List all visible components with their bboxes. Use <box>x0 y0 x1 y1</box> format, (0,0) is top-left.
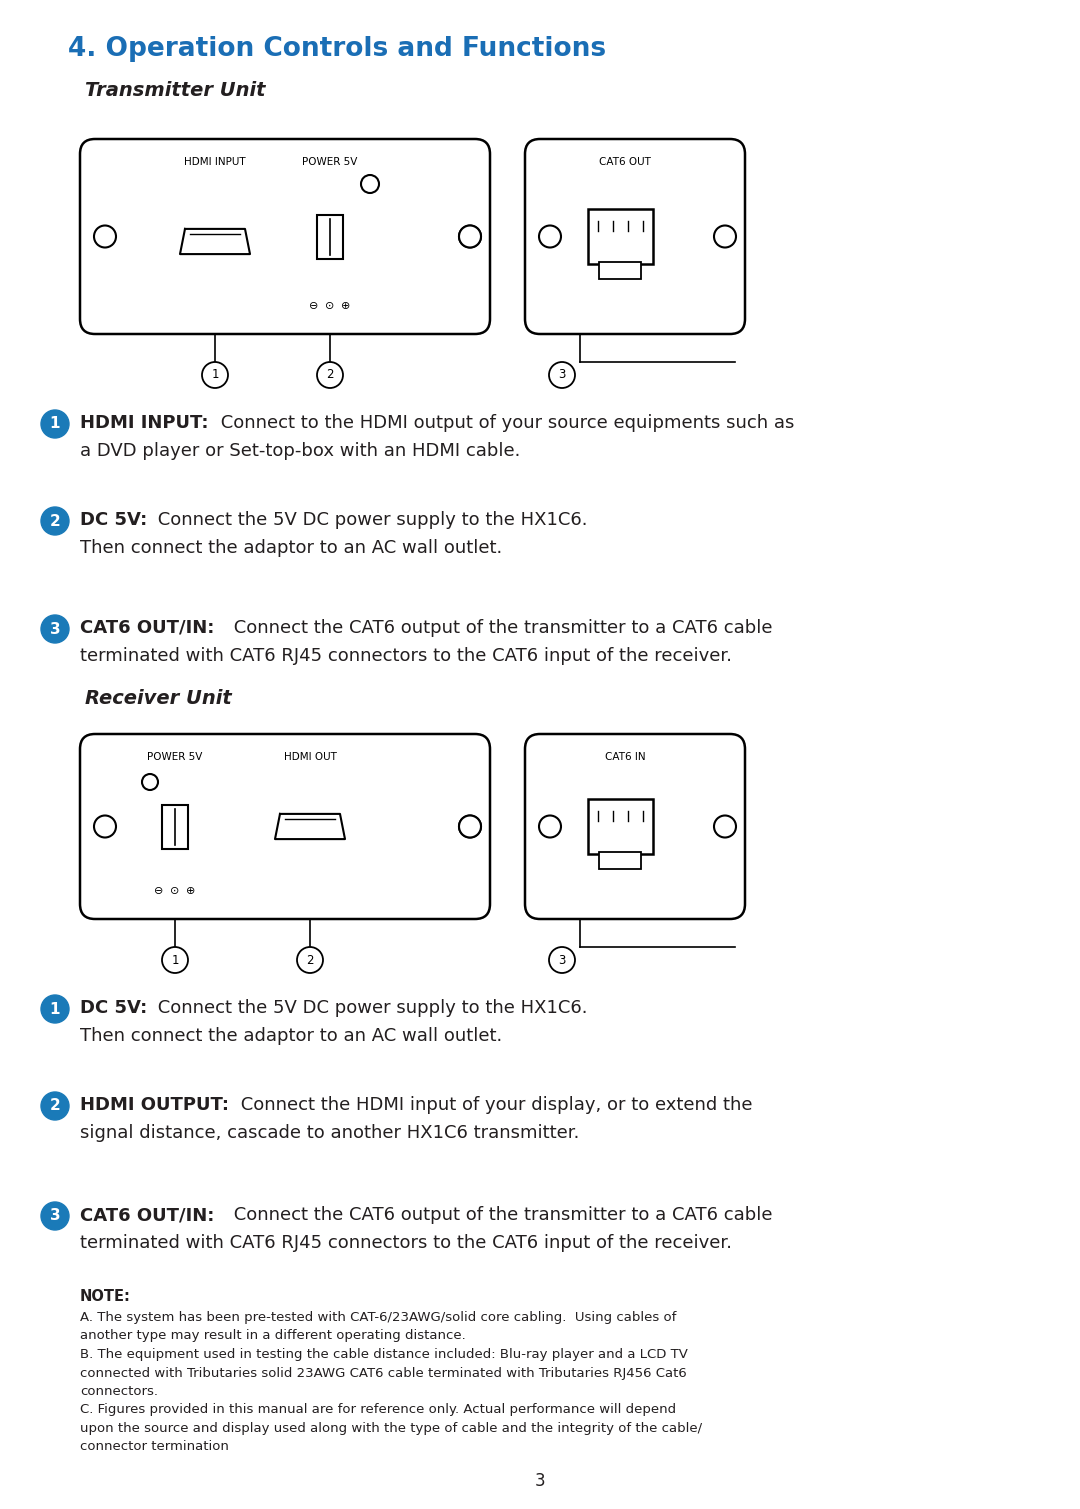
Text: HDMI OUTPUT:: HDMI OUTPUT: <box>80 1096 229 1114</box>
Text: A. The system has been pre-tested with CAT-6/23AWG/solid core cabling.  Using ca: A. The system has been pre-tested with C… <box>80 1311 702 1453</box>
Text: 1: 1 <box>172 954 179 966</box>
Circle shape <box>202 362 228 388</box>
Text: Connect the CAT6 output of the transmitter to a CAT6 cable: Connect the CAT6 output of the transmitt… <box>228 619 772 637</box>
Bar <box>162 804 188 848</box>
Text: ⊖: ⊖ <box>154 886 164 896</box>
Circle shape <box>459 815 481 837</box>
Circle shape <box>714 225 735 247</box>
Text: 1: 1 <box>50 1002 60 1017</box>
Text: CAT6 OUT: CAT6 OUT <box>599 157 651 167</box>
Text: Connect to the HDMI output of your source equipments such as: Connect to the HDMI output of your sourc… <box>215 413 795 432</box>
Circle shape <box>361 175 379 193</box>
Circle shape <box>41 1203 69 1230</box>
FancyBboxPatch shape <box>80 733 490 919</box>
Text: POWER 5V: POWER 5V <box>302 157 357 167</box>
Text: DC 5V:: DC 5V: <box>80 512 147 530</box>
Circle shape <box>94 815 116 837</box>
Text: NOTE:: NOTE: <box>80 1289 131 1304</box>
Text: 2: 2 <box>50 1099 60 1114</box>
Circle shape <box>714 815 735 837</box>
Text: 3: 3 <box>50 1209 60 1224</box>
FancyBboxPatch shape <box>525 139 745 333</box>
Circle shape <box>297 948 323 973</box>
Text: 3: 3 <box>535 1471 545 1489</box>
Text: ⊙: ⊙ <box>171 886 179 896</box>
Text: terminated with CAT6 RJ45 connectors to the CAT6 input of the receiver.: terminated with CAT6 RJ45 connectors to … <box>80 1234 732 1252</box>
FancyBboxPatch shape <box>525 733 745 919</box>
Circle shape <box>459 225 481 247</box>
Text: terminated with CAT6 RJ45 connectors to the CAT6 input of the receiver.: terminated with CAT6 RJ45 connectors to … <box>80 647 732 665</box>
Text: ⊖: ⊖ <box>309 300 319 311</box>
Text: signal distance, cascade to another HX1C6 transmitter.: signal distance, cascade to another HX1C… <box>80 1124 579 1142</box>
Text: Connect the 5V DC power supply to the HX1C6.: Connect the 5V DC power supply to the HX… <box>152 512 588 530</box>
Circle shape <box>162 948 188 973</box>
Circle shape <box>41 616 69 643</box>
Bar <box>588 798 652 854</box>
Text: ⊙: ⊙ <box>325 300 335 311</box>
Text: 2: 2 <box>326 368 334 382</box>
Text: CAT6 IN: CAT6 IN <box>605 751 646 762</box>
Bar <box>599 853 642 869</box>
Text: Connect the HDMI input of your display, or to extend the: Connect the HDMI input of your display, … <box>235 1096 753 1114</box>
Text: 1: 1 <box>50 416 60 432</box>
Text: Receiver Unit: Receiver Unit <box>85 690 232 709</box>
Text: ⊕: ⊕ <box>341 300 351 311</box>
Text: HDMI OUT: HDMI OUT <box>284 751 337 762</box>
Bar <box>588 210 652 264</box>
Text: Then connect the adaptor to an AC wall outlet.: Then connect the adaptor to an AC wall o… <box>80 1028 502 1046</box>
Circle shape <box>41 507 69 536</box>
Text: POWER 5V: POWER 5V <box>147 751 203 762</box>
Text: CAT6 OUT/IN:: CAT6 OUT/IN: <box>80 619 214 637</box>
Text: a DVD player or Set-top-box with an HDMI cable.: a DVD player or Set-top-box with an HDMI… <box>80 442 521 460</box>
Polygon shape <box>275 813 345 839</box>
Bar <box>599 263 642 279</box>
Text: Transmitter Unit: Transmitter Unit <box>85 81 266 101</box>
Bar <box>318 214 343 258</box>
Circle shape <box>41 1093 69 1120</box>
Circle shape <box>41 994 69 1023</box>
Circle shape <box>549 948 575 973</box>
Text: Then connect the adaptor to an AC wall outlet.: Then connect the adaptor to an AC wall o… <box>80 539 502 557</box>
Polygon shape <box>180 229 249 254</box>
FancyBboxPatch shape <box>80 139 490 333</box>
Circle shape <box>459 225 481 247</box>
Circle shape <box>141 774 158 791</box>
Text: Connect the 5V DC power supply to the HX1C6.: Connect the 5V DC power supply to the HX… <box>152 999 588 1017</box>
Text: 1: 1 <box>212 368 219 382</box>
Circle shape <box>539 225 561 247</box>
Text: 2: 2 <box>50 513 60 528</box>
Text: 3: 3 <box>558 954 566 966</box>
Circle shape <box>539 815 561 837</box>
Circle shape <box>459 815 481 837</box>
Circle shape <box>549 362 575 388</box>
Text: HDMI INPUT:: HDMI INPUT: <box>80 413 208 432</box>
Text: CAT6 OUT/IN:: CAT6 OUT/IN: <box>80 1206 214 1224</box>
Text: 4. Operation Controls and Functions: 4. Operation Controls and Functions <box>68 36 606 62</box>
Circle shape <box>318 362 343 388</box>
Text: HDMI INPUT: HDMI INPUT <box>185 157 246 167</box>
Text: ⊕: ⊕ <box>187 886 195 896</box>
Circle shape <box>41 410 69 438</box>
Text: DC 5V:: DC 5V: <box>80 999 147 1017</box>
Circle shape <box>94 225 116 247</box>
Text: 2: 2 <box>307 954 314 966</box>
Text: Connect the CAT6 output of the transmitter to a CAT6 cable: Connect the CAT6 output of the transmitt… <box>228 1206 772 1224</box>
Text: 3: 3 <box>558 368 566 382</box>
Text: 3: 3 <box>50 622 60 637</box>
